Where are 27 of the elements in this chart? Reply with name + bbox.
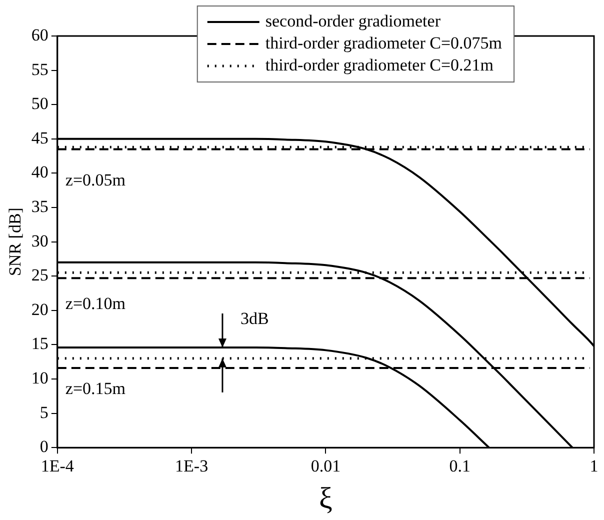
x-axis-title: ξ	[319, 482, 332, 515]
y-tick-label: 35	[31, 196, 48, 216]
x-tick-label: 0.1	[449, 456, 470, 476]
y-tick-label: 0	[40, 437, 48, 456]
x-tick-label: 1	[590, 456, 598, 476]
annotation: z=0.15m	[65, 378, 126, 398]
annotation: z=0.05m	[65, 170, 126, 190]
x-tick-label: 1E-4	[40, 456, 74, 476]
y-tick-label: 50	[31, 94, 48, 114]
y-tick-label: 15	[31, 334, 48, 354]
y-axis-title: SNR [dB]	[6, 208, 25, 276]
annotation: 3dB	[240, 308, 269, 328]
y-tick-label: 45	[31, 128, 48, 148]
y-tick-label: 5	[40, 402, 48, 422]
annotation: z=0.10m	[65, 294, 126, 313]
legend-label: third-order gradiometer C=0.075m	[265, 33, 502, 52]
y-tick-label: 40	[31, 162, 48, 182]
x-tick-label: 1E-3	[175, 456, 208, 476]
y-tick-label: 25	[31, 266, 48, 285]
y-tick-label: 20	[31, 300, 48, 319]
y-tick-label: 60	[31, 25, 48, 44]
legend-label: third-order gradiometer C=0.21m	[265, 55, 494, 74]
legend-label: second-order gradiometer	[265, 11, 441, 30]
y-tick-label: 30	[31, 231, 48, 250]
y-tick-label: 55	[31, 60, 48, 79]
x-tick-label: 0.01	[310, 456, 341, 476]
y-tick-label: 10	[31, 368, 48, 388]
